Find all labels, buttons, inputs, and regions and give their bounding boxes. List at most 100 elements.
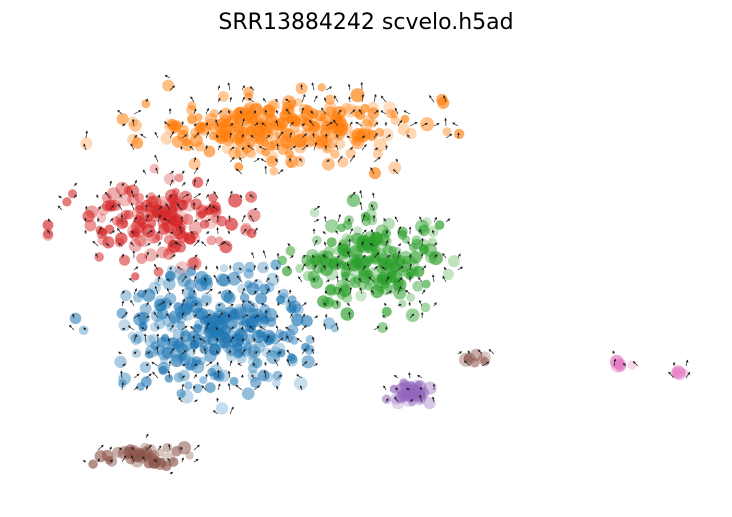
- data-point: [85, 205, 99, 219]
- data-point: [172, 328, 185, 341]
- data-point: [206, 235, 217, 246]
- velocity-arrow: [249, 194, 255, 199]
- velocity-arrow: [157, 214, 161, 223]
- velocity-arrow: [301, 302, 307, 307]
- velocity-arrow: [203, 276, 207, 283]
- data-point: [225, 317, 238, 330]
- velocity-arrow: [361, 144, 367, 151]
- data-point: [272, 370, 283, 381]
- velocity-arrow: [229, 406, 234, 415]
- data-point: [198, 210, 207, 219]
- data-point: [232, 347, 244, 359]
- velocity-arrow: [286, 358, 291, 367]
- velocity-arrow: [141, 327, 147, 331]
- data-point: [115, 232, 128, 245]
- velocity-arrow: [409, 399, 414, 403]
- data-point: [130, 333, 142, 345]
- velocity-arrow: [286, 349, 291, 355]
- data-point: [203, 145, 216, 158]
- velocity-arrow: [84, 229, 88, 235]
- velocity-arrow: [121, 382, 125, 391]
- velocity-arrow: [133, 266, 139, 271]
- data-point: [220, 289, 234, 303]
- velocity-arrow: [217, 242, 225, 247]
- data-point: [236, 124, 248, 136]
- velocity-arrow: [613, 358, 617, 367]
- velocity-arrow: [445, 218, 451, 223]
- velocity-arrow: [359, 201, 363, 211]
- data-point: [88, 459, 98, 469]
- velocity-arrow: [275, 325, 279, 331]
- velocity-arrow: [131, 118, 135, 127]
- velocity-arrow: [167, 443, 171, 451]
- data-point: [153, 266, 164, 277]
- velocity-arrow: [385, 398, 389, 403]
- data-point: [278, 288, 289, 299]
- data-point: [215, 132, 228, 145]
- velocity-arrow: [431, 396, 435, 403]
- cluster-orange: [80, 79, 465, 180]
- data-point: [299, 104, 310, 115]
- velocity-arrow: [322, 254, 327, 259]
- velocity-arrow: [275, 158, 279, 163]
- velocity-arrow: [152, 371, 159, 379]
- data-point: [370, 253, 381, 265]
- data-point: [266, 155, 279, 168]
- velocity-arrow: [167, 457, 171, 463]
- velocity-arrow: [385, 254, 391, 259]
- velocity-arrow: [216, 361, 220, 367]
- velocity-arrow: [370, 229, 375, 235]
- velocity-arrow: [323, 322, 327, 331]
- velocity-arrow: [157, 194, 161, 199]
- velocity-arrow: [145, 98, 148, 103]
- velocity-arrow: [68, 324, 75, 331]
- velocity-arrow: [265, 287, 270, 295]
- data-point: [388, 161, 402, 175]
- data-point: [176, 230, 189, 243]
- data-point: [199, 219, 210, 229]
- velocity-arrow: [409, 262, 413, 271]
- data-point: [420, 117, 435, 132]
- data-point: [68, 189, 77, 199]
- velocity-arrow: [622, 362, 627, 367]
- velocity-arrow: [277, 374, 283, 379]
- velocity-arrow: [169, 347, 175, 355]
- velocity-arrow: [229, 303, 234, 307]
- data-point: [317, 83, 326, 92]
- velocity-arrow: [131, 446, 135, 451]
- velocity-arrow: [216, 337, 219, 343]
- data-point: [188, 256, 202, 271]
- velocity-arrow: [478, 349, 483, 355]
- data-point: [351, 257, 363, 269]
- data-point: [338, 238, 351, 251]
- data-point: [240, 222, 252, 234]
- data-point: [42, 230, 54, 241]
- velocity-arrow: [73, 182, 78, 187]
- velocity-arrow: [118, 243, 123, 247]
- data-point: [106, 187, 121, 202]
- data-point: [97, 234, 109, 246]
- data-point: [247, 324, 256, 334]
- data-point: [400, 392, 410, 402]
- velocity-arrow: [205, 322, 210, 331]
- data-point: [246, 228, 257, 239]
- velocity-arrow: [335, 322, 339, 331]
- data-point: [199, 376, 208, 385]
- velocity-arrow: [433, 216, 438, 223]
- velocity-arrow: [178, 397, 183, 403]
- velocity-arrow: [313, 315, 319, 319]
- velocity-arrow: [612, 350, 616, 355]
- data-point: [130, 230, 140, 241]
- velocity-arrow: [157, 206, 163, 211]
- velocity-arrow: [205, 373, 208, 379]
- data-point: [188, 157, 201, 170]
- velocity-arrow: [259, 326, 267, 331]
- data-point: [247, 149, 257, 159]
- velocity-arrow: [433, 242, 438, 247]
- velocity-arrow: [276, 302, 280, 307]
- velocity-arrow: [142, 169, 147, 175]
- data-point: [131, 137, 144, 149]
- cluster-brown-small: [459, 348, 491, 368]
- data-point: [286, 355, 298, 367]
- data-point: [160, 132, 173, 145]
